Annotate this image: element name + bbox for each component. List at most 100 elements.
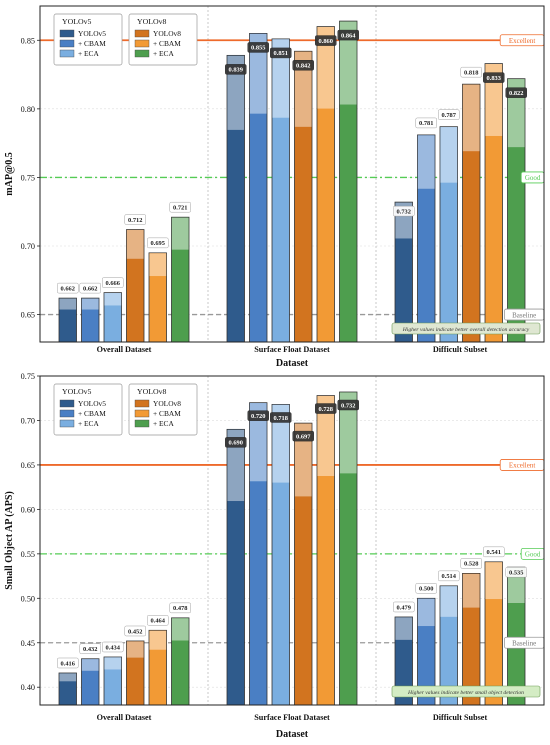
value-label: 0.541 bbox=[487, 549, 501, 556]
bar-highlight bbox=[462, 573, 480, 608]
value-label-box bbox=[225, 437, 247, 448]
value-label-box bbox=[505, 87, 527, 98]
x-tick-label: Difficult Subset bbox=[433, 713, 488, 722]
legend-label: + CBAM bbox=[153, 39, 181, 48]
bar-highlight bbox=[417, 135, 435, 189]
legend-label: + ECA bbox=[78, 49, 99, 58]
legend-label: YOLOv8 bbox=[153, 399, 181, 408]
bar-highlight bbox=[485, 562, 503, 600]
value-label: 0.514 bbox=[442, 573, 457, 580]
bar-highlight bbox=[249, 33, 267, 114]
value-label-box bbox=[57, 282, 79, 294]
value-label-box bbox=[102, 277, 124, 288]
legend-label: + CBAM bbox=[78, 39, 106, 48]
value-label-box bbox=[460, 558, 482, 569]
legend-swatch bbox=[59, 49, 75, 58]
y-tick-label: 0.75 bbox=[21, 372, 35, 381]
bar-highlight bbox=[249, 403, 267, 482]
y-tick-label: 0.70 bbox=[21, 242, 35, 251]
value-label-box bbox=[393, 205, 415, 217]
chart-panel-2: 0.416 0.432 0.434 0.452 0.464 0.478 Overall Da… bbox=[4, 372, 545, 740]
value-label-box bbox=[393, 601, 415, 613]
value-label-box bbox=[57, 657, 79, 669]
value-label-box bbox=[79, 282, 101, 294]
value-label-box bbox=[438, 109, 460, 120]
value-label: 0.787 bbox=[442, 112, 457, 119]
y-tick-label: 0.40 bbox=[21, 683, 35, 692]
legend-label: YOLOv5 bbox=[78, 399, 106, 408]
value-label-box bbox=[270, 47, 292, 59]
annotation-text: Higher values indicate better small obje… bbox=[407, 690, 524, 696]
legend-swatch bbox=[134, 399, 150, 408]
bar-highlight bbox=[81, 298, 99, 310]
value-label: 0.781 bbox=[419, 120, 433, 127]
y-tick-label: 0.80 bbox=[21, 105, 35, 114]
y-tick-label: 0.45 bbox=[21, 639, 35, 648]
bar-highlight bbox=[317, 395, 335, 477]
bar-highlight bbox=[440, 127, 458, 183]
bar-highlight bbox=[59, 298, 77, 310]
legend-label: + CBAM bbox=[153, 409, 181, 418]
bar-highlight bbox=[126, 229, 144, 259]
value-label: 0.666 bbox=[106, 280, 121, 287]
x-tick-label: Overall Dataset bbox=[97, 713, 152, 722]
y-tick-label: 0.55 bbox=[21, 550, 35, 559]
x-tick-label: Overall Dataset bbox=[97, 345, 152, 354]
value-label-box bbox=[460, 66, 482, 78]
y-tick-label: 0.85 bbox=[21, 36, 35, 45]
value-label: 0.434 bbox=[106, 644, 121, 651]
bar-highlight bbox=[294, 423, 312, 497]
value-label: 0.833 bbox=[487, 75, 501, 82]
value-label: 0.695 bbox=[151, 240, 165, 247]
x-axis-label: Dataset bbox=[276, 358, 309, 369]
bar-highlight bbox=[440, 586, 458, 617]
value-label: 0.732 bbox=[341, 402, 355, 409]
plot-area bbox=[40, 376, 544, 705]
legend-swatch bbox=[59, 29, 75, 38]
axes-frame bbox=[39, 375, 545, 706]
value-label-box bbox=[483, 546, 505, 558]
legend-label: + ECA bbox=[153, 419, 174, 428]
value-label: 0.416 bbox=[61, 660, 76, 667]
legend-swatch bbox=[134, 49, 150, 58]
value-label-box bbox=[438, 570, 460, 582]
bar-highlight bbox=[339, 392, 357, 474]
legend-label: YOLOv5 bbox=[78, 29, 106, 38]
reference-label: Excellent bbox=[509, 462, 535, 470]
value-label-box bbox=[337, 29, 359, 41]
legend-label: YOLOv8 bbox=[153, 29, 181, 38]
y-tick-label: 0.75 bbox=[21, 173, 35, 182]
bar-highlight bbox=[462, 84, 480, 152]
value-label: 0.860 bbox=[319, 38, 333, 45]
legend-swatch bbox=[59, 419, 75, 428]
value-label: 0.500 bbox=[419, 586, 433, 593]
value-label-box bbox=[292, 430, 314, 442]
value-label: 0.464 bbox=[151, 618, 166, 625]
annotation-text: Higher values indicate better overall de… bbox=[402, 327, 530, 333]
value-label: 0.662 bbox=[83, 285, 97, 292]
value-label: 0.839 bbox=[229, 67, 243, 74]
value-label-box bbox=[79, 643, 101, 655]
value-label: 0.662 bbox=[61, 285, 75, 292]
value-label: 0.818 bbox=[464, 69, 478, 76]
value-label: 0.528 bbox=[464, 561, 478, 568]
bar-highlight bbox=[317, 26, 335, 109]
value-label: 0.851 bbox=[274, 50, 288, 57]
value-label: 0.432 bbox=[83, 646, 97, 653]
value-label-box bbox=[225, 64, 247, 75]
value-label: 0.864 bbox=[341, 32, 356, 39]
value-label: 0.452 bbox=[128, 628, 142, 635]
reference-label: Baseline bbox=[512, 311, 536, 319]
x-axis-label: Dataset bbox=[276, 729, 309, 740]
x-tick-label: Surface Float Dataset bbox=[254, 345, 330, 354]
legend-label: + ECA bbox=[78, 419, 99, 428]
bar-highlight bbox=[272, 39, 290, 118]
y-tick-label: 0.65 bbox=[21, 461, 35, 470]
reference-label: Excellent bbox=[509, 37, 535, 45]
legend-swatch bbox=[59, 39, 75, 48]
bar-highlight bbox=[104, 293, 122, 306]
annotation-box bbox=[391, 322, 541, 335]
y-tick-label: 0.65 bbox=[21, 311, 35, 320]
value-label-box bbox=[102, 641, 124, 653]
